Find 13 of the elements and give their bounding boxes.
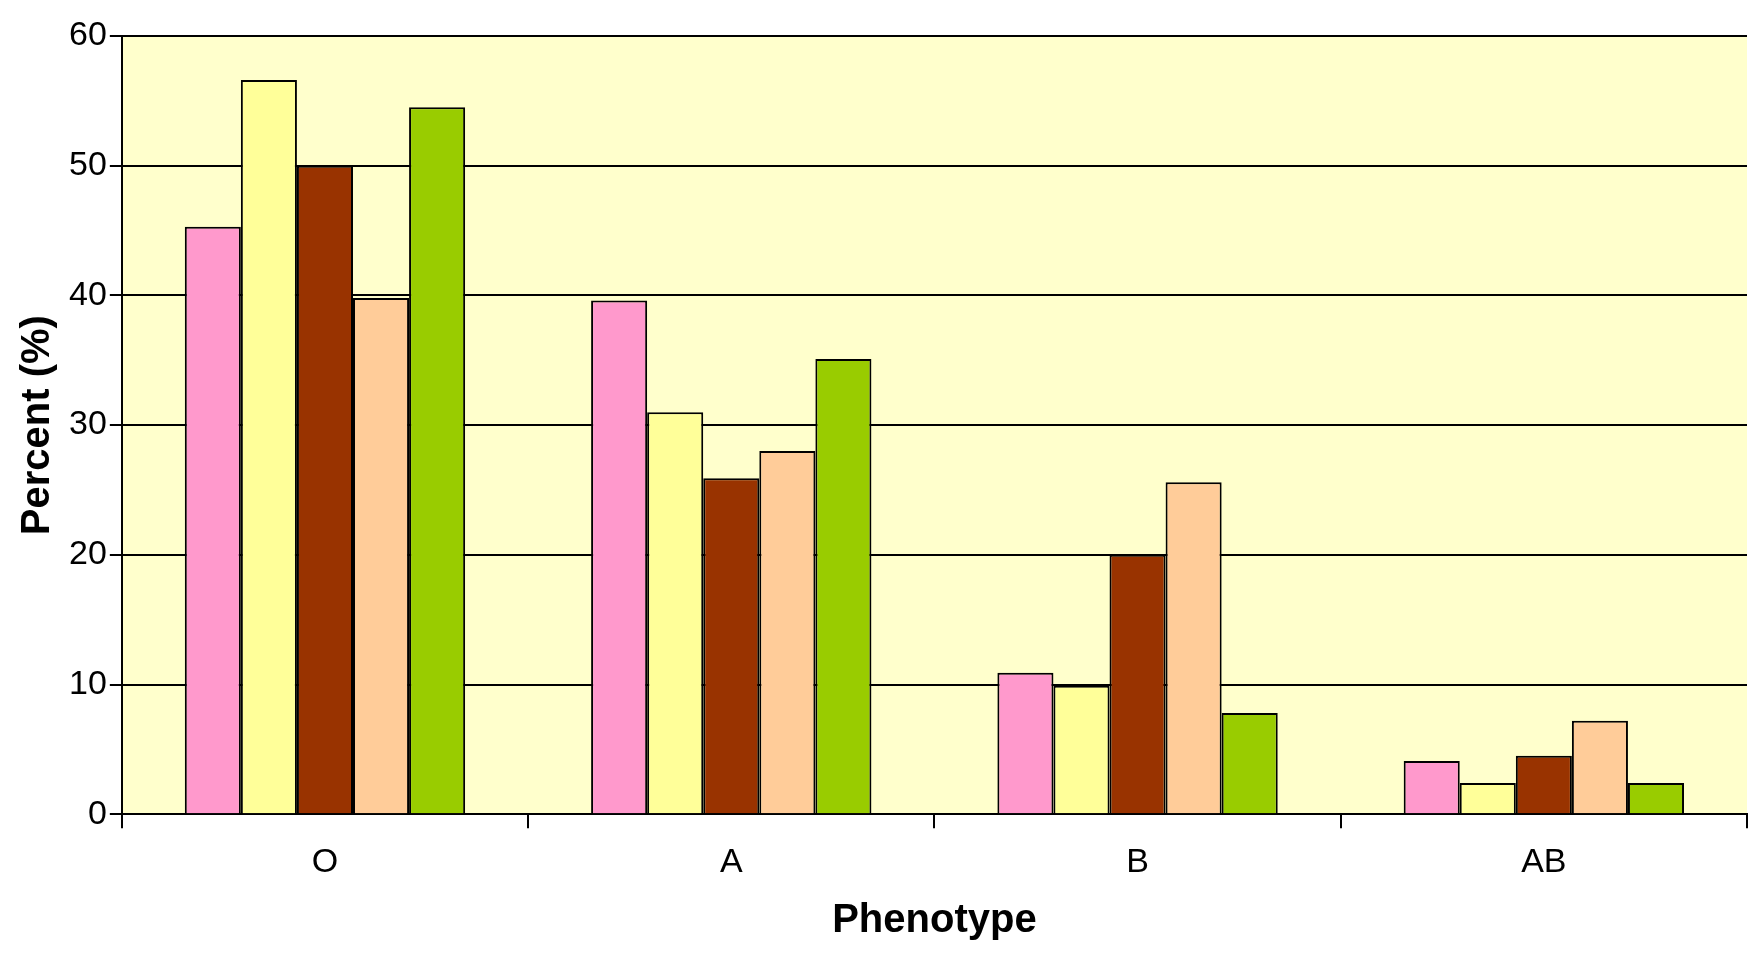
- y-tick-label: 10: [68, 662, 107, 701]
- x-axis-title: Phenotype: [832, 896, 1037, 941]
- y-tick-label: 0: [87, 792, 107, 831]
- y-tick-label: 30: [68, 403, 107, 442]
- x-tick-label: O: [311, 840, 339, 879]
- x-tick-label: A: [719, 840, 743, 879]
- x-tick-label: B: [1126, 840, 1149, 879]
- y-tick-label: 50: [68, 144, 107, 183]
- y-tick-label: 60: [68, 14, 107, 53]
- y-tick-label: 40: [68, 273, 107, 312]
- y-tick-label: 20: [68, 533, 107, 572]
- y-axis-title: Percent (%): [13, 315, 58, 536]
- x-tick-label: AB: [1521, 840, 1567, 879]
